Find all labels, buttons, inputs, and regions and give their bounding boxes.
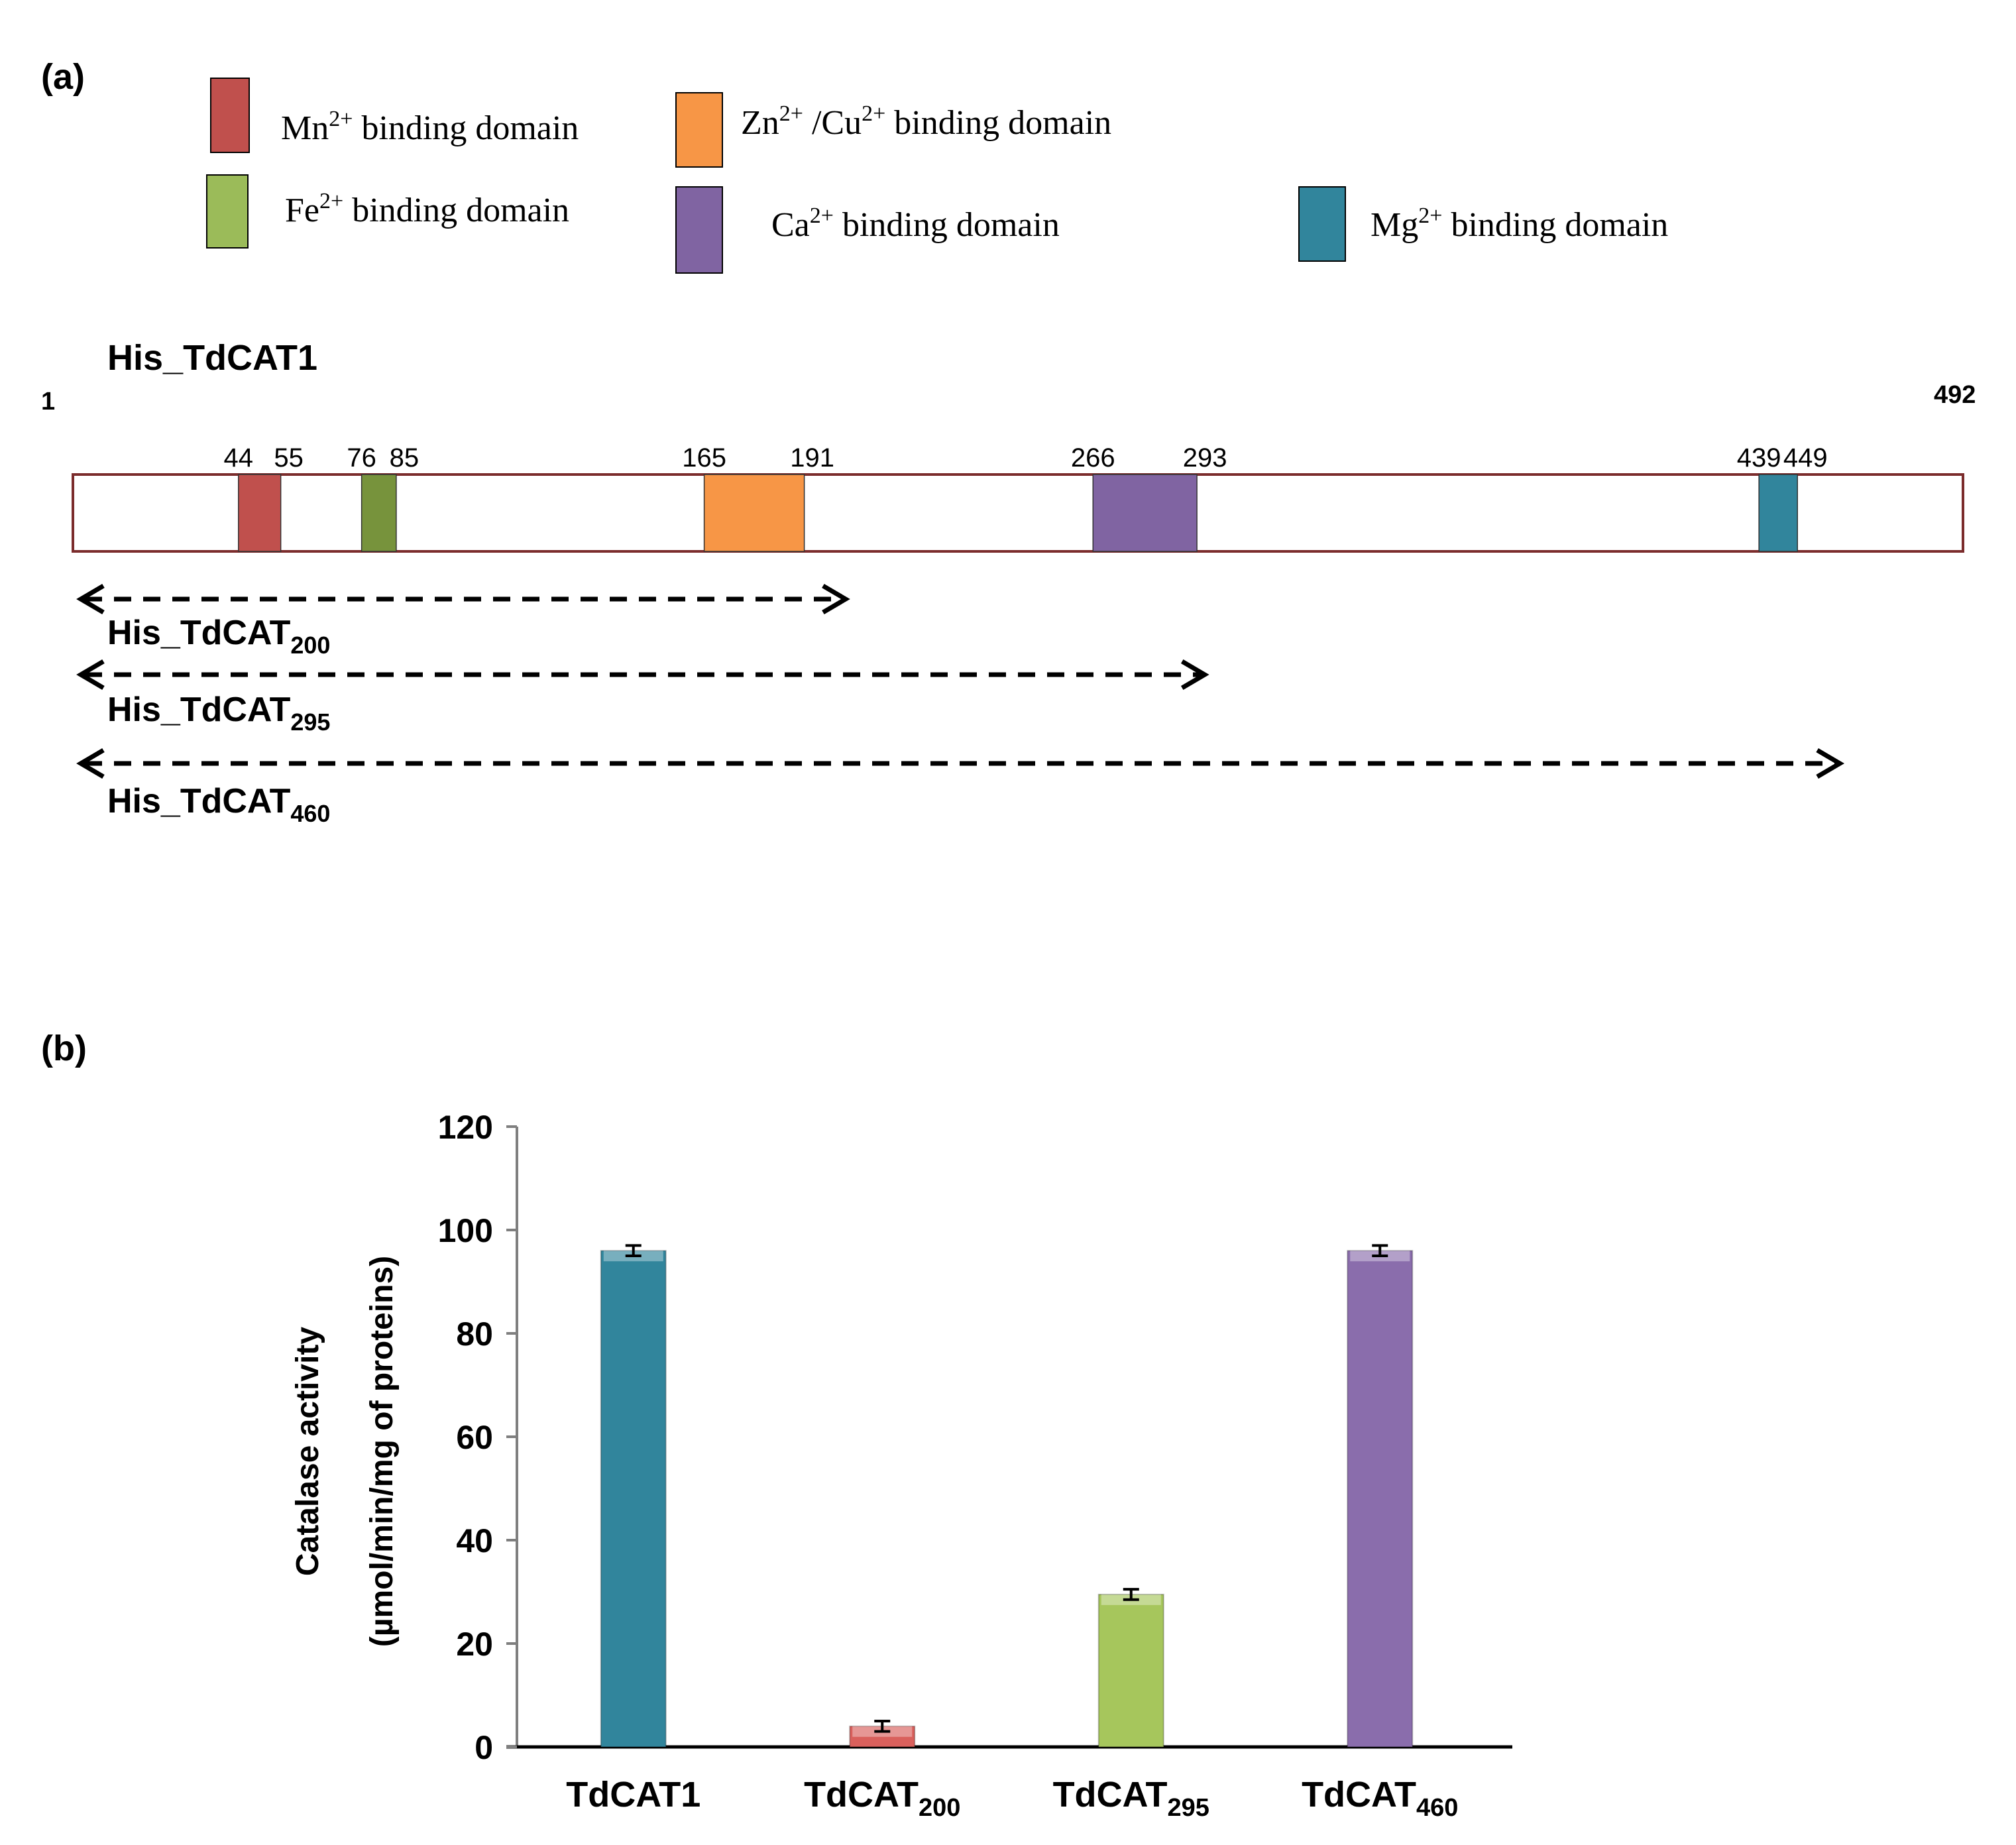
domain-legend: Mn2+ binding domain Zn2+ /Cu2+ binding do… <box>206 78 1668 274</box>
chart-bars <box>600 1244 1414 1748</box>
panel-a-label: (a) <box>41 57 85 97</box>
panel-b-label: (b) <box>41 1029 87 1068</box>
x-tick-label-tdcat1: TdCAT1 <box>566 1775 700 1815</box>
legend-label-mg: Mg2+ binding domain <box>1371 203 1668 244</box>
legend-swatch-ca <box>675 186 723 274</box>
truncation-constructs: His_TdCAT200 His_TdCAT295 His_TdCAT460 <box>76 583 1845 827</box>
domain-end-label: 55 <box>274 443 304 473</box>
panel-b: (b) Catalase activity (µmol/min/mg of pr… <box>41 1029 1512 1822</box>
y-tick-label: 40 <box>456 1522 493 1559</box>
construct-arrow-left-head <box>76 659 105 691</box>
construct-label-200: His_TdCAT200 <box>107 614 330 659</box>
domain-block <box>1092 474 1198 552</box>
y-axis-title-line1: Catalase activity <box>290 1327 325 1577</box>
y-axis-title-line2: (µmol/min/mg of proteins) <box>364 1256 400 1647</box>
x-tick-label-tdcat460: TdCAT460 <box>1302 1775 1458 1822</box>
legend-label-zn: Zn2+ /Cu2+ binding domain <box>741 101 1111 142</box>
domain-blocks: 44 55 76 85 165 191 266 293 439 449 <box>224 443 1828 552</box>
domain-end-label: 449 <box>1783 443 1828 473</box>
legend-swatch-mn <box>210 78 250 153</box>
domain-start-label: 165 <box>682 443 726 473</box>
construct-arrow-left-head <box>76 583 105 615</box>
y-tick-label: 60 <box>456 1419 493 1456</box>
protein-name: His_TdCAT1 <box>107 338 317 378</box>
sequence-start-label: 1 <box>41 388 55 416</box>
y-tick-label: 20 <box>456 1626 493 1663</box>
x-tick-label-tdcat295: TdCAT295 <box>1053 1775 1209 1822</box>
construct-arrow-left-head <box>76 748 105 779</box>
legend-swatch-zn <box>675 92 723 168</box>
construct-arrow-right-head <box>822 583 850 615</box>
domain-start-label: 76 <box>347 443 376 473</box>
x-tick-label-tdcat200: TdCAT200 <box>804 1775 960 1822</box>
domain-block <box>1758 474 1798 552</box>
domain-start-label: 266 <box>1071 443 1115 473</box>
domain-block <box>361 474 397 552</box>
domain-end-label: 191 <box>790 443 834 473</box>
construct-arrow-right-head <box>1816 748 1845 779</box>
y-tick-label: 0 <box>475 1729 493 1766</box>
y-tick-label: 80 <box>456 1315 493 1353</box>
bar-tdcat1 <box>600 1250 667 1748</box>
construct-arrow-right-head <box>1180 659 1209 691</box>
domain-end-label: 85 <box>390 443 420 473</box>
legend-swatch-fe <box>206 174 249 249</box>
y-axis-title: Catalase activity (µmol/min/mg of protei… <box>290 1256 400 1647</box>
legend-swatch-mg <box>1298 186 1346 262</box>
protein-bar <box>72 473 1964 553</box>
y-tick-label: 120 <box>438 1109 493 1146</box>
domain-end-label: 293 <box>1183 443 1227 473</box>
domain-block <box>703 474 805 552</box>
construct-label-460: His_TdCAT460 <box>107 782 330 827</box>
domain-start-label: 439 <box>1737 443 1781 473</box>
legend-label-mn: Mn2+ binding domain <box>281 107 579 147</box>
x-tick-labels: TdCAT1 TdCAT200 TdCAT295 TdCAT460 <box>566 1775 1458 1822</box>
legend-label-ca: Ca2+ binding domain <box>771 203 1060 244</box>
domain-start-label: 44 <box>224 443 254 473</box>
chart-axes: 0 20 40 60 80 100 120 <box>438 1109 1512 1766</box>
panel-a: (a) Mn2+ binding domain Zn2+ /Cu2+ bindin… <box>41 57 1976 827</box>
sequence-end-label: 492 <box>1934 381 1976 409</box>
bar-tdcat460 <box>1347 1250 1414 1748</box>
legend-label-fe: Fe2+ binding domain <box>285 189 569 229</box>
domain-block <box>238 474 282 552</box>
y-tick-label: 100 <box>438 1212 493 1249</box>
bar-tdcat295 <box>1097 1593 1164 1748</box>
construct-label-295: His_TdCAT295 <box>107 691 330 736</box>
